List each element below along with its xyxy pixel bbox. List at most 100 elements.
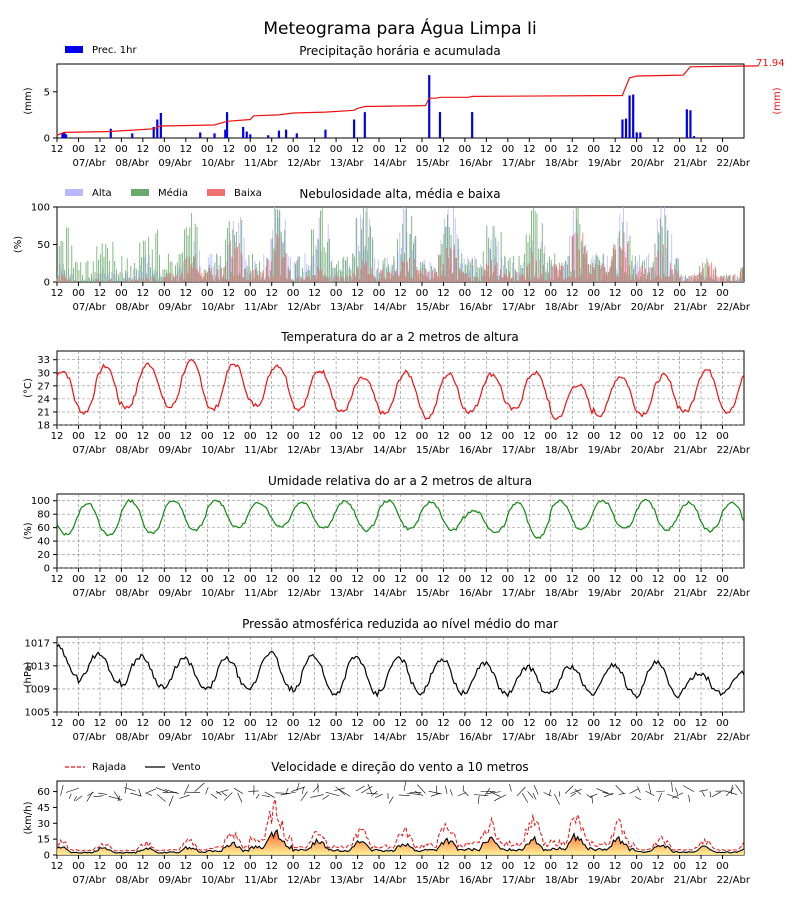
panel-title: Temperatura do ar a 2 metros de altura	[280, 330, 519, 344]
x-tick-label: 00	[416, 718, 429, 729]
wind-arrow	[222, 792, 227, 796]
x-tick-label: 12	[94, 288, 107, 299]
wind-arrow	[310, 795, 323, 798]
cloud-bar	[264, 280, 265, 282]
wind-arrow	[326, 792, 340, 796]
cloud-bar	[645, 268, 646, 282]
cloud-bar	[285, 253, 286, 282]
cloud-bar	[212, 275, 213, 282]
cloud-bar	[248, 255, 249, 282]
cloud-bar	[531, 280, 532, 282]
panel-6: Velocidade e direção do vento a 10 metro…	[23, 760, 751, 886]
x-tick-label: 00	[201, 574, 214, 585]
cloud-bar	[727, 279, 728, 282]
cloud-bar	[378, 280, 379, 282]
wind-arrow	[61, 785, 64, 796]
cloud-bar	[427, 272, 428, 282]
x-tick-label: 12	[652, 861, 665, 872]
y-tick-label: 1009	[25, 684, 50, 695]
x-date-label: 12/Abr	[287, 732, 321, 743]
cloud-bar	[143, 241, 144, 282]
wind-arrow	[323, 795, 329, 799]
panel-title: Umidade relativa do ar a 2 metros de alt…	[268, 474, 532, 488]
wind-arrow	[509, 784, 511, 791]
x-tick-label: 12	[480, 431, 493, 442]
cloud-bar	[145, 241, 146, 282]
x-tick-label: 12	[566, 288, 579, 299]
y-tick-label: 27	[37, 381, 50, 392]
cloud-bar	[148, 237, 149, 282]
wind-arrow	[211, 794, 217, 799]
cloud-bar	[144, 280, 145, 282]
x-date-label: 22/Abr	[717, 588, 751, 599]
cloud-bar	[373, 275, 374, 282]
precip-bar	[632, 95, 634, 138]
cloud-bar	[739, 279, 740, 282]
cloud-bar	[613, 248, 614, 282]
cloud-bar	[305, 278, 306, 282]
x-tick-label: 00	[716, 718, 729, 729]
cloud-bar	[590, 274, 591, 282]
cloud-bar	[609, 269, 610, 282]
cloud-bar	[268, 259, 269, 282]
cloud-bar	[318, 267, 319, 282]
cloud-bar	[556, 264, 557, 282]
cloud-bar	[157, 230, 158, 282]
x-tick-label: 12	[351, 288, 364, 299]
wind-arrow	[389, 797, 393, 804]
cloud-bar	[495, 266, 496, 282]
cloud-bar	[575, 278, 576, 282]
wind-arrow	[494, 795, 506, 801]
wind-arrow	[597, 789, 609, 794]
x-tick-label: 12	[94, 431, 107, 442]
cloud-bar	[359, 252, 360, 282]
cloud-bar	[120, 272, 121, 282]
cloud-bar	[321, 270, 322, 282]
cloud-bar	[734, 274, 735, 282]
x-date-label: 21/Abr	[674, 732, 708, 743]
x-tick-label: 00	[72, 574, 85, 585]
cloud-bar	[498, 280, 499, 282]
x-tick-label: 12	[222, 718, 235, 729]
x-date-label: 19/Abr	[588, 445, 622, 456]
x-tick-label: 12	[351, 718, 364, 729]
x-tick-label: 00	[673, 574, 686, 585]
wind-arrow	[534, 785, 538, 794]
x-date-label: 20/Abr	[631, 445, 665, 456]
cloud-bar	[715, 267, 716, 282]
cloud-bar	[542, 223, 543, 282]
cloud-bar	[108, 280, 109, 282]
y-tick-label: 30	[37, 819, 50, 830]
cloud-bar	[466, 274, 467, 282]
cloud-bar	[325, 276, 326, 282]
cloud-bar	[640, 267, 641, 282]
x-tick-label: 12	[394, 144, 407, 155]
cloud-bar	[281, 231, 282, 282]
x-tick-label: 00	[587, 861, 600, 872]
cloud-bar	[654, 278, 655, 282]
cloud-bar	[384, 277, 385, 282]
cloud-bar	[237, 247, 238, 282]
cloud-bar	[191, 265, 192, 282]
y-axis-label: (%)	[13, 236, 24, 253]
x-tick-label: 00	[716, 431, 729, 442]
x-tick-label: 12	[437, 861, 450, 872]
x-tick-label: 12	[222, 574, 235, 585]
x-tick-label: 00	[716, 144, 729, 155]
cloud-bar	[253, 270, 254, 282]
precip-bar	[267, 135, 269, 138]
x-tick-label: 00	[630, 288, 643, 299]
cloud-bar	[192, 268, 193, 282]
cloud-bar	[219, 280, 220, 282]
x-tick-label: 00	[587, 288, 600, 299]
cloud-bar	[664, 207, 665, 282]
cloud-bar	[159, 255, 160, 282]
cloud-bar	[475, 277, 476, 282]
cloud-bar	[132, 279, 133, 282]
cloud-bar	[607, 275, 608, 282]
cloud-bar	[152, 249, 153, 282]
x-tick-label: 12	[222, 288, 235, 299]
cloud-bar	[729, 275, 730, 282]
precip-bar	[249, 134, 251, 138]
x-date-label: 21/Abr	[674, 875, 708, 886]
